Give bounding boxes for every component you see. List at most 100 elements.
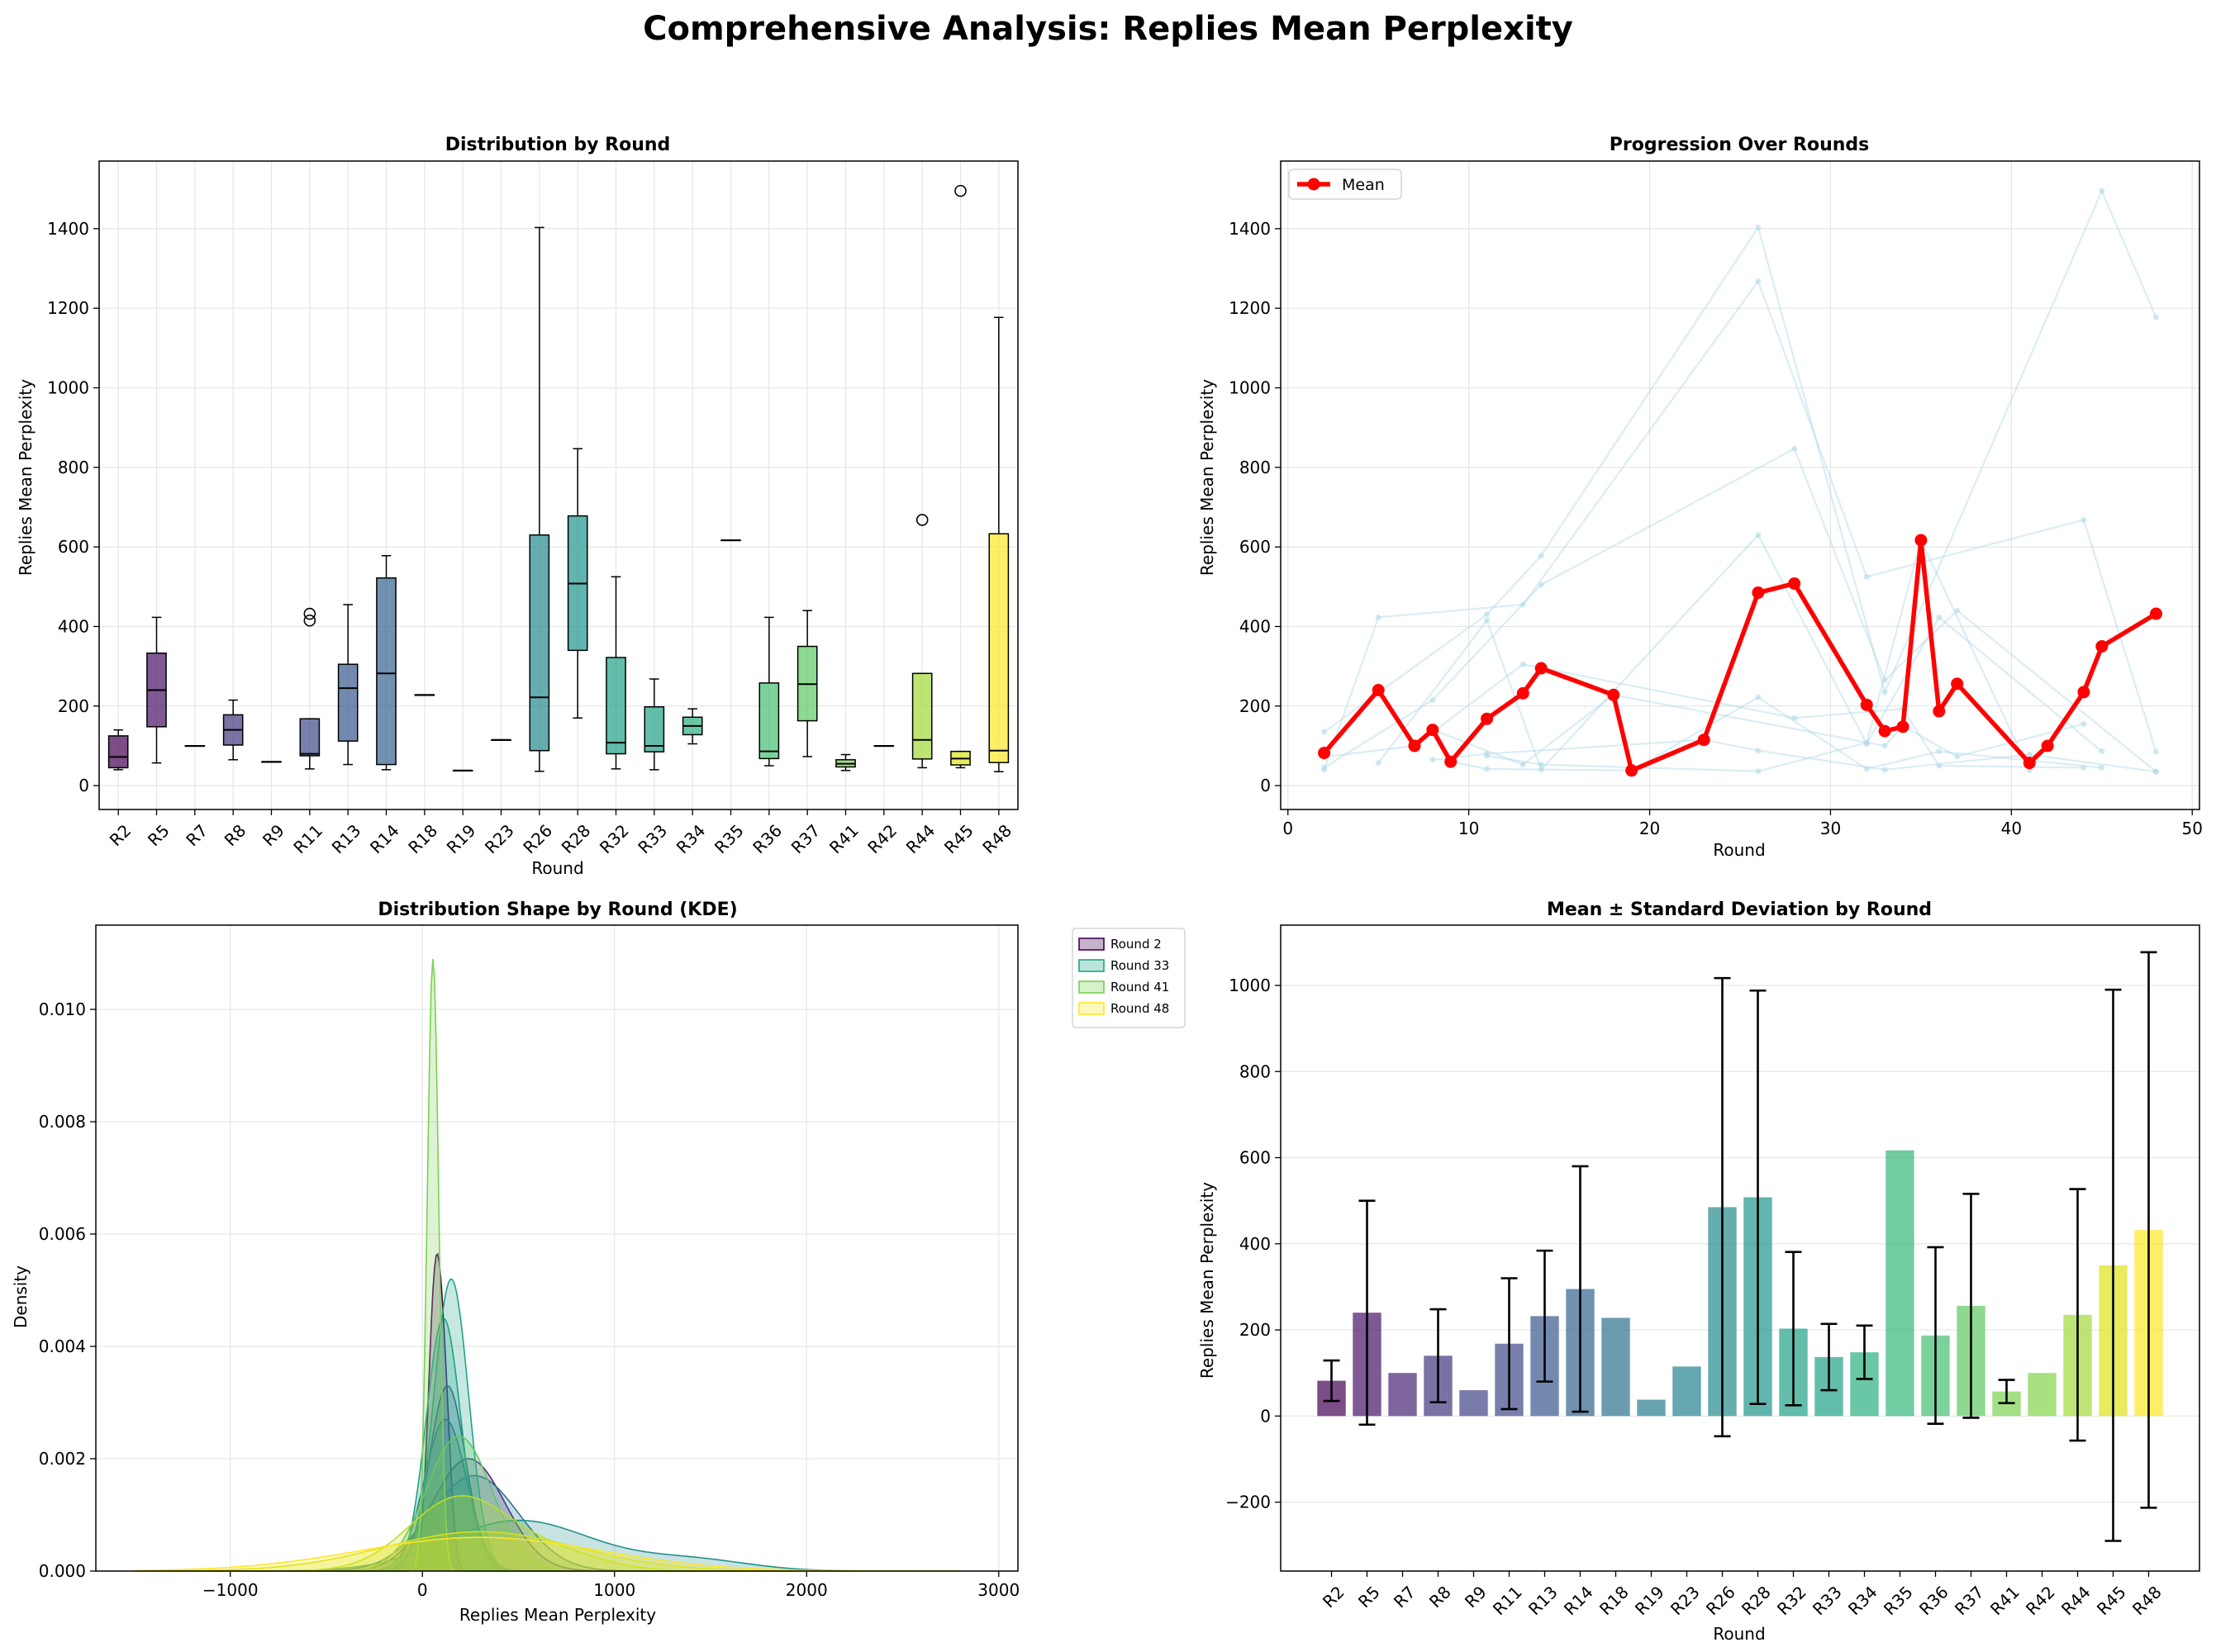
kde-title: Distribution Shape by Round (KDE)	[378, 900, 737, 920]
box-plot-ytick-label: 800	[58, 458, 89, 477]
box-iqr	[988, 533, 1010, 763]
box-plot-ytick-label: 400	[58, 616, 89, 636]
mean-point	[1914, 534, 1928, 547]
mean-point	[1408, 739, 1421, 752]
progression-trace-point	[1375, 760, 1381, 767]
kde-legend-swatch	[1078, 959, 1105, 972]
progression-trace-point	[1755, 768, 1762, 775]
progression-trace-point	[1538, 762, 1544, 768]
kde-ytick-label: 0.006	[39, 1224, 86, 1244]
kde-frame	[95, 924, 1019, 1572]
box-plot-ytick-label: 1200	[47, 298, 89, 318]
kde-xtick-label: 1000	[593, 1580, 635, 1600]
kde-ytick-label: 0.002	[39, 1449, 86, 1469]
mean-point	[1534, 662, 1548, 675]
mean-point	[2149, 607, 2162, 620]
mean-std-ytick-label: 0	[1260, 1406, 1271, 1426]
progression-trace-point	[1519, 762, 1526, 768]
box-plot-ytick-label: 200	[58, 696, 89, 716]
legend-box	[1288, 169, 1402, 200]
legend-mean-label: Mean	[1342, 176, 1385, 194]
kde-legend-label: Round 48	[1110, 1001, 1169, 1016]
progression-trace-point	[1936, 762, 1943, 769]
mean-std-xlabel: Round	[1713, 1624, 1765, 1644]
mean-std-ytick-label: 200	[1239, 1320, 1271, 1340]
progression-xtick-label: 0	[1282, 819, 1293, 838]
kde-area	[134, 1475, 961, 1571]
mean-point	[1878, 724, 1891, 738]
mean-std-ylabel: Replies Mean Perplexity	[1197, 1182, 1217, 1379]
progression-title: Progression Over Rounds	[1610, 135, 1869, 155]
mean-point	[2023, 757, 2036, 770]
kde-legend-swatch	[1078, 980, 1105, 994]
progression-trace-point	[2026, 767, 2033, 774]
mean-point	[1933, 705, 1946, 718]
progression-legend: Mean	[1288, 169, 1402, 200]
kde-ytick-label: 0.010	[39, 999, 86, 1019]
mean-point	[2041, 739, 2054, 752]
progression-trace-point	[1484, 611, 1491, 618]
progression-trace-point	[1863, 573, 1870, 580]
kde-legend-label: Round 33	[1110, 958, 1169, 973]
mean-point	[1607, 688, 1620, 701]
progression-trace-point	[1519, 601, 1526, 608]
mean-bar	[1637, 1399, 1666, 1417]
progression-trace-point	[1484, 752, 1491, 759]
progression-trace-point	[1429, 757, 1436, 763]
progression-trace-point	[1755, 278, 1762, 284]
mean-bar	[2028, 1373, 2057, 1417]
progression-trace-point	[1755, 694, 1762, 700]
mean-bar	[1459, 1390, 1488, 1417]
box-outlier	[303, 614, 316, 627]
progression-ytick-label: 1200	[1229, 298, 1271, 318]
legend-mean-marker	[1307, 178, 1320, 191]
kde-legend-swatch	[1078, 1002, 1105, 1015]
progression-trace-point	[1484, 617, 1491, 624]
progression-frame	[1280, 160, 2200, 810]
progression-ytick-label: 400	[1239, 616, 1271, 636]
mean-point	[2077, 686, 2090, 699]
mean-std-ytick-label: −200	[1225, 1493, 1271, 1512]
mean-std-ytick-label: 400	[1239, 1234, 1271, 1254]
progression-ytick-label: 1000	[1229, 378, 1271, 398]
progression-trace-point	[2080, 764, 2087, 771]
mean-point	[1318, 747, 1331, 760]
box-iqr	[529, 534, 550, 752]
mean-point	[1444, 755, 1458, 768]
progression-trace-point	[1755, 532, 1762, 539]
mean-std-title: Mean ± Standard Deviation by Round	[1547, 900, 1932, 920]
progression-trace-point	[2152, 768, 2159, 775]
mean-std-ytick-label: 1000	[1229, 976, 1271, 995]
box-plot-ytick-label: 600	[58, 537, 89, 557]
mean-bar	[1672, 1366, 1701, 1417]
progression-trace-point	[2026, 752, 2033, 758]
progression-ytick-label: 200	[1239, 696, 1271, 716]
progression-trace-point	[1863, 739, 1870, 746]
box-plot-frame	[98, 160, 1019, 810]
progression-panel: Progression Over Rounds Round Replies Me…	[1197, 135, 2203, 860]
mean-bar	[1388, 1373, 1417, 1417]
progression-trace-point	[1538, 767, 1544, 773]
progression-trace-point	[1881, 689, 1888, 695]
figure-title: Comprehensive Analysis: Replies Mean Per…	[643, 10, 1573, 48]
progression-ylabel: Replies Mean Perplexity	[1197, 379, 1217, 576]
progression-trace-point	[1936, 748, 1943, 755]
box-iqr	[337, 663, 359, 742]
kde-legend-label: Round 41	[1110, 980, 1169, 995]
box-iqr	[376, 577, 397, 766]
kde-legend-swatch	[1078, 938, 1105, 951]
box-outlier	[954, 184, 967, 197]
progression-trace-point	[1519, 661, 1526, 667]
kde-ylabel: Density	[11, 1265, 31, 1328]
progression-xlabel: Round	[1713, 840, 1765, 860]
box-iqr	[911, 672, 933, 760]
progression-trace-point	[1881, 743, 1888, 749]
mean-std-ytick-label: 600	[1239, 1148, 1271, 1168]
box-plot-ylabel: Replies Mean Perplexity	[16, 379, 36, 576]
box-iqr	[107, 735, 129, 769]
progression-trace-point	[2099, 188, 2105, 194]
box-plot-ytick-label: 1400	[47, 219, 89, 239]
progression-trace-point	[2099, 748, 2105, 755]
progression-trace-point	[1538, 553, 1544, 559]
progression-xtick-label: 50	[2182, 819, 2203, 838]
